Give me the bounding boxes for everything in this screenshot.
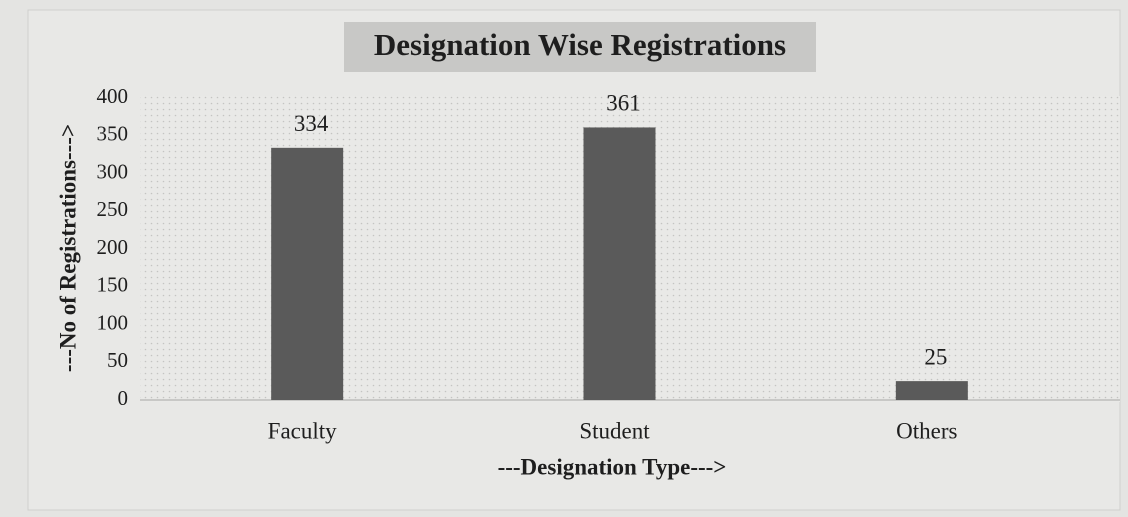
data-label: 361 xyxy=(606,91,641,116)
x-tick-label: Others xyxy=(896,418,957,443)
x-tick-label: Faculty xyxy=(268,418,337,443)
x-tick-label: Student xyxy=(579,418,650,443)
y-tick-label: 150 xyxy=(97,273,129,297)
y-tick-label: 100 xyxy=(97,310,129,334)
y-tick-label: 200 xyxy=(97,235,129,259)
chart-title: Designation Wise Registrations xyxy=(374,27,786,62)
x-axis-label: ---Designation Type---> xyxy=(498,454,727,479)
y-axis-label: ---No of Registrations---> xyxy=(55,124,80,372)
bar xyxy=(895,381,968,400)
bar xyxy=(583,127,656,400)
y-tick-label: 300 xyxy=(97,159,129,183)
y-tick-label: 50 xyxy=(107,348,128,372)
bar xyxy=(271,147,344,400)
y-tick-label: 250 xyxy=(97,197,129,221)
data-label: 25 xyxy=(924,344,947,369)
title-box xyxy=(344,22,816,72)
y-tick-label: 400 xyxy=(97,84,129,108)
y-tick-label: 350 xyxy=(97,122,129,146)
data-label: 334 xyxy=(294,111,329,136)
y-tick-label: 0 xyxy=(118,386,129,410)
